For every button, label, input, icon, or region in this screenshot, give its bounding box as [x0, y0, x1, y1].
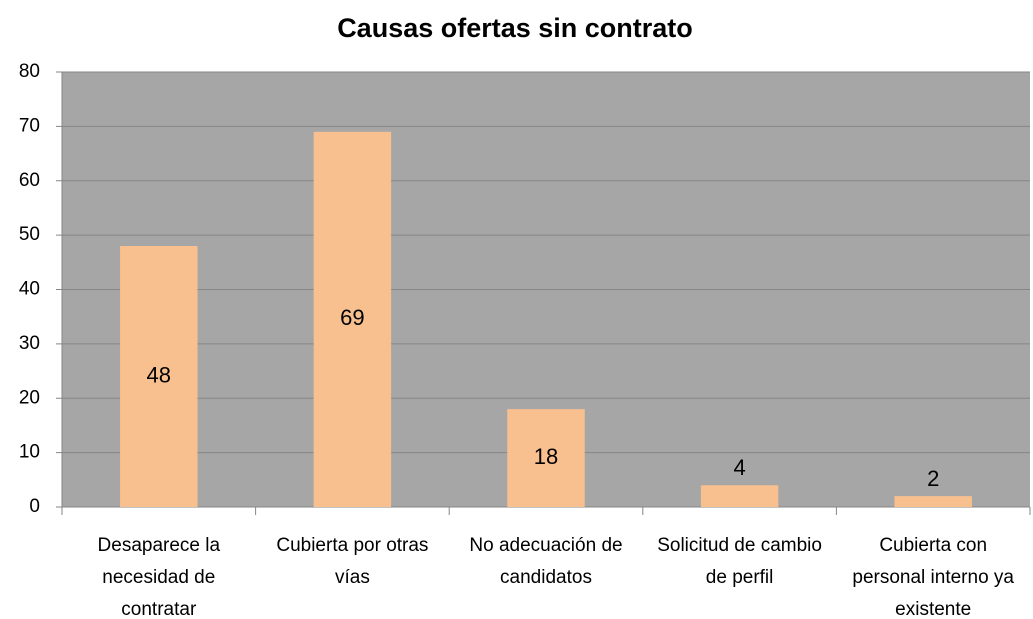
label-line: de perfil — [706, 567, 774, 588]
x-tick-label: Solicitud de cambio de perfil — [657, 535, 822, 588]
data-label: 4 — [733, 455, 745, 480]
y-tick-label: 50 — [19, 224, 40, 245]
data-label: 69 — [340, 305, 364, 330]
label-line: vías — [335, 567, 370, 588]
label-line: No adecuación de — [469, 535, 622, 556]
bar — [507, 409, 585, 507]
x-tick-label: Desaparece la necesidad de contratar — [98, 535, 221, 619]
label-line: Solicitud de cambio — [657, 535, 822, 556]
label-line: necesidad de — [102, 567, 215, 588]
label-line: Desaparece la — [98, 535, 221, 556]
bar — [700, 485, 779, 507]
y-tick-label: 80 — [19, 61, 40, 82]
y-tick-label: 70 — [19, 115, 40, 136]
x-tick-label: Cubierta por otras vías — [276, 535, 428, 588]
label-line: Cubierta por otras — [276, 535, 428, 556]
bar — [313, 131, 392, 507]
data-label: 2 — [927, 466, 939, 491]
label-line: candidatos — [500, 567, 592, 588]
y-tick-label: 30 — [19, 333, 40, 354]
y-tick-label: 60 — [19, 170, 40, 191]
x-tick-label: No adecuación de candidatos — [469, 535, 622, 588]
bar — [120, 246, 198, 507]
label-line: Cubierta con — [879, 535, 987, 556]
x-tick-label: Cubierta con personal interno ya existente — [852, 535, 1014, 619]
y-tick-label: 20 — [19, 387, 40, 408]
data-label: 48 — [147, 362, 171, 387]
label-line: existente — [895, 599, 971, 619]
bar — [894, 496, 972, 507]
y-tick-label: 40 — [19, 279, 40, 300]
y-tick-label: 10 — [19, 442, 40, 463]
label-line: contratar — [121, 599, 197, 619]
label-line: personal interno ya — [852, 567, 1014, 588]
chart-title: Causas ofertas sin contrato — [337, 13, 693, 43]
data-label: 18 — [534, 444, 558, 469]
y-tick-label: 0 — [29, 496, 40, 517]
